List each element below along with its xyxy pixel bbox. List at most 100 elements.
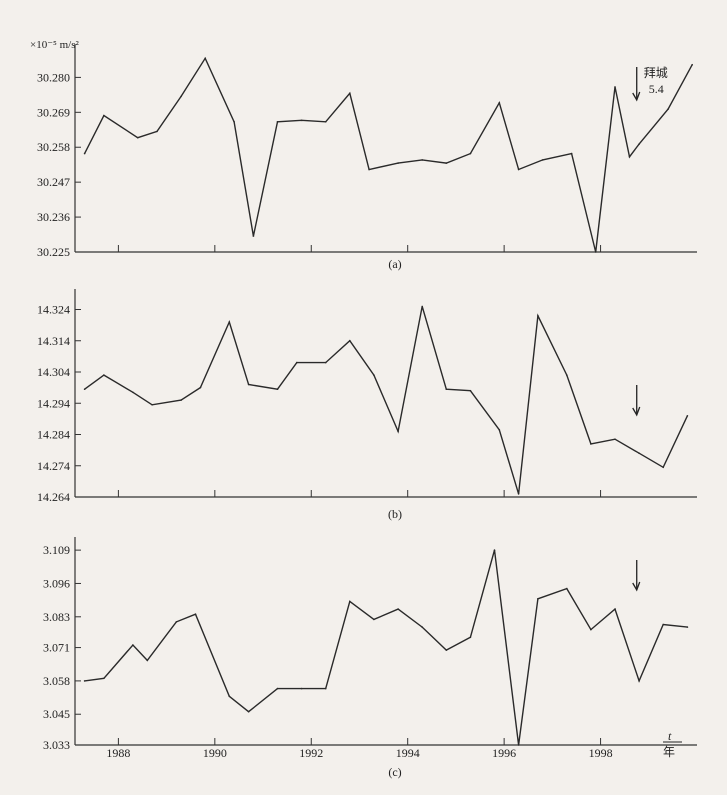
data-point: [199, 386, 202, 389]
data-point: [175, 621, 178, 623]
data-point: [537, 598, 539, 600]
data-point: [498, 429, 501, 431]
data-point: [614, 86, 616, 88]
data-point: [397, 162, 399, 164]
data-point: [469, 152, 472, 155]
data-point: [180, 399, 182, 401]
x-tick-label: 1996: [492, 746, 516, 760]
data-point: [517, 744, 520, 746]
y-tick-label: 3.045: [43, 707, 70, 721]
data-point: [421, 159, 424, 161]
data-point: [132, 644, 134, 646]
data-point: [156, 130, 158, 133]
data-point: [570, 152, 573, 155]
data-point: [300, 119, 303, 122]
data-point: [151, 404, 153, 406]
data-point: [638, 680, 640, 682]
y-tick-label: 30.225: [37, 245, 70, 259]
series-line: [83, 56, 693, 253]
data-point: [180, 95, 182, 98]
data-point: [276, 388, 279, 391]
y-tick-label: 14.294: [37, 396, 70, 410]
data-point: [228, 321, 231, 323]
data-point: [594, 251, 597, 253]
x-tick-label: 1994: [396, 746, 420, 760]
data-point: [445, 649, 448, 651]
y-tick-label: 3.058: [43, 674, 70, 688]
event-arrow-head: [632, 91, 641, 102]
data-point: [373, 618, 375, 621]
y-tick-label: 30.236: [37, 210, 70, 224]
data-point: [686, 415, 689, 417]
y-tick-label: 3.083: [43, 610, 70, 624]
series-line: [84, 549, 688, 746]
data-point: [445, 388, 448, 391]
data-point: [324, 121, 327, 123]
data-point: [247, 383, 250, 386]
panel-caption: (c): [388, 765, 401, 779]
data-point: [662, 623, 664, 626]
y-tick-label: 30.269: [37, 105, 70, 119]
data-point: [638, 143, 640, 145]
data-point: [300, 687, 303, 690]
data-point: [83, 388, 86, 391]
y-tick-label: 14.264: [37, 490, 70, 504]
data-point: [368, 168, 370, 171]
y-tick-label: 3.071: [43, 641, 70, 655]
event-arrow-head: [632, 406, 641, 417]
y-tick-label: 14.304: [37, 365, 70, 379]
data-point: [590, 443, 592, 445]
data-point: [421, 305, 424, 308]
x-tick-label: 1992: [299, 746, 323, 760]
x-tick-label: 1998: [589, 746, 613, 760]
event-magnitude-label: 5.4: [649, 82, 664, 96]
y-tick-label: 14.314: [37, 334, 70, 348]
data-point: [204, 57, 206, 60]
event-station-label: 拜城: [644, 66, 668, 80]
data-point: [349, 92, 351, 95]
data-point: [566, 374, 568, 376]
y-tick-label: 14.284: [37, 428, 70, 442]
data-point: [614, 608, 616, 610]
panel-b: 14.264 14.274 14.284 14.294 14.304 14.314 14.3…: [37, 289, 697, 521]
panel-caption: (b): [388, 507, 402, 521]
data-point: [537, 315, 539, 317]
data-point: [136, 136, 139, 139]
panel-c: 3.033 3.045 3.058 3.071 3.083 3.096 3.109 1988 1…: [43, 537, 697, 779]
y-tick-label: 30.280: [37, 70, 70, 84]
data-point: [194, 613, 197, 615]
data-point: [324, 361, 327, 364]
panel-a: 30.225 30.236 30.247 30.258 30.269 30.280 (a) ×…: [30, 39, 697, 271]
data-point: [296, 361, 298, 364]
data-point: [445, 162, 448, 164]
event-arrow-head: [632, 581, 641, 592]
data-point: [517, 493, 520, 495]
y-tick-label: 3.109: [43, 543, 70, 557]
data-point: [662, 466, 664, 469]
data-point: [228, 695, 231, 698]
data-point: [103, 374, 105, 376]
data-point: [421, 626, 424, 628]
panel-caption: (a): [388, 257, 401, 271]
y-tick-label: 14.324: [37, 303, 70, 317]
data-point: [83, 680, 86, 682]
data-point: [469, 389, 472, 392]
data-point: [276, 121, 279, 123]
y-tick-label: 14.274: [37, 459, 70, 473]
data-point: [324, 687, 327, 690]
data-point: [667, 108, 669, 110]
data-point: [469, 636, 472, 639]
series-line: [84, 306, 689, 495]
data-point: [590, 628, 592, 631]
data-point: [103, 677, 105, 680]
data-point: [566, 587, 568, 590]
data-point: [517, 168, 520, 171]
data-point: [132, 391, 134, 394]
data-point: [638, 452, 640, 455]
data-point: [373, 374, 375, 376]
data-point: [252, 235, 255, 237]
y-tick-label: 3.096: [43, 576, 70, 590]
data-point: [498, 102, 501, 104]
y-tick-label: 30.247: [37, 175, 70, 189]
